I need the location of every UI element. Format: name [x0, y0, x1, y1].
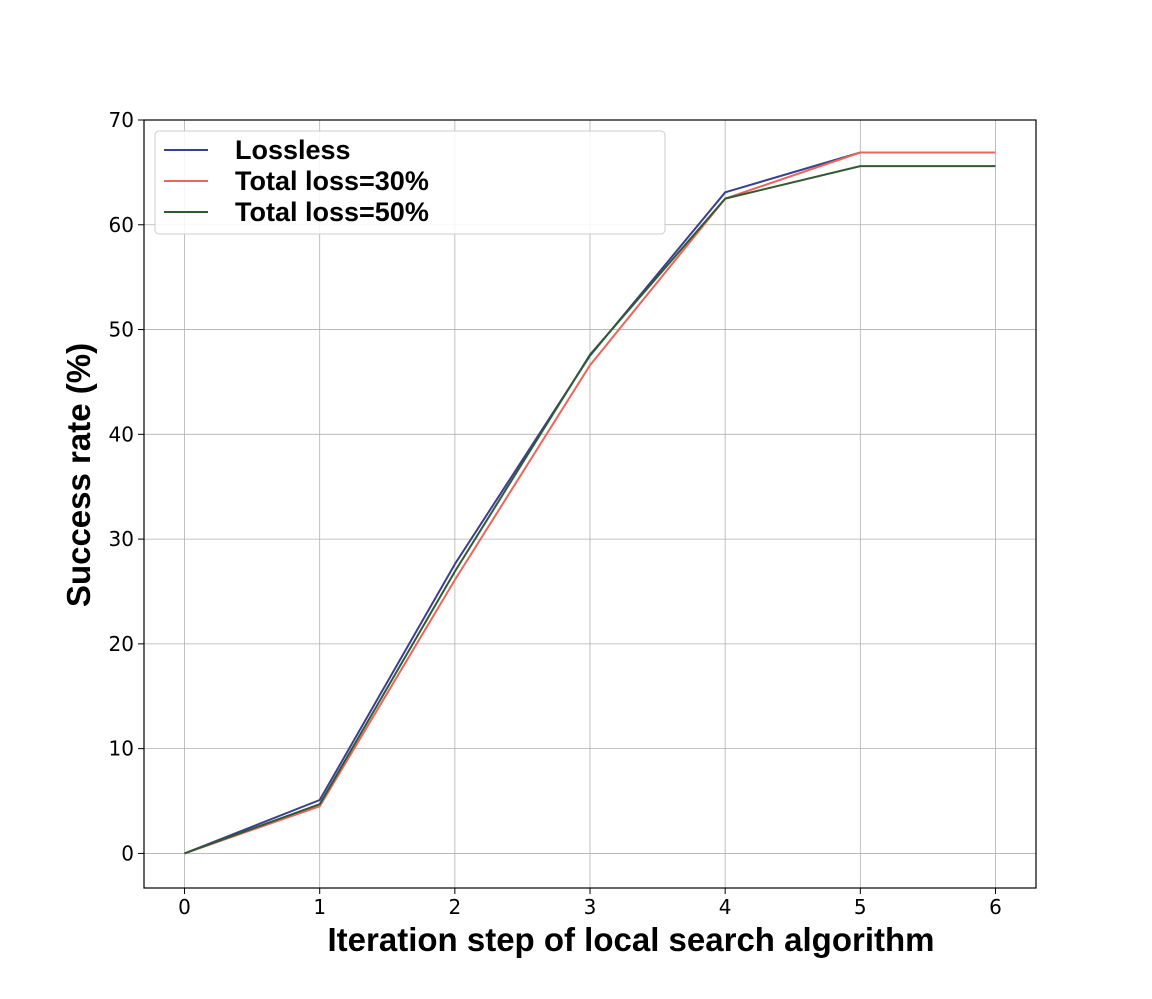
y-tick-label: 0	[121, 841, 134, 865]
y-tick-label: 40	[109, 422, 134, 446]
y-tick-label: 20	[109, 632, 134, 656]
x-tick-label: 5	[854, 895, 867, 919]
series-lines	[184, 151, 996, 855]
y-tick-label: 70	[109, 108, 134, 132]
y-tick-label: 30	[109, 527, 134, 551]
x-tick-label: 4	[719, 895, 732, 919]
y-tick-label: 50	[109, 318, 134, 342]
legend-label: Total loss=50%	[235, 197, 429, 227]
series-line-total-loss-50	[184, 165, 996, 855]
x-tick-label: 1	[313, 895, 326, 919]
x-tick-label: 2	[448, 895, 461, 919]
legend-label: Lossless	[235, 135, 351, 165]
x-tick-label: 6	[989, 895, 1002, 919]
x-axis-title: Iteration step of local search algorithm	[328, 921, 935, 958]
series-line-total-loss-30	[184, 151, 996, 855]
x-tick-label: 0	[178, 895, 191, 919]
y-tick-label: 10	[109, 737, 134, 761]
x-tick-label: 3	[584, 895, 597, 919]
legend-label: Total loss=30%	[235, 166, 429, 196]
y-tick-label: 60	[109, 213, 134, 237]
y-axis-title: Success rate (%)	[60, 343, 97, 607]
legend-box	[154, 130, 666, 235]
